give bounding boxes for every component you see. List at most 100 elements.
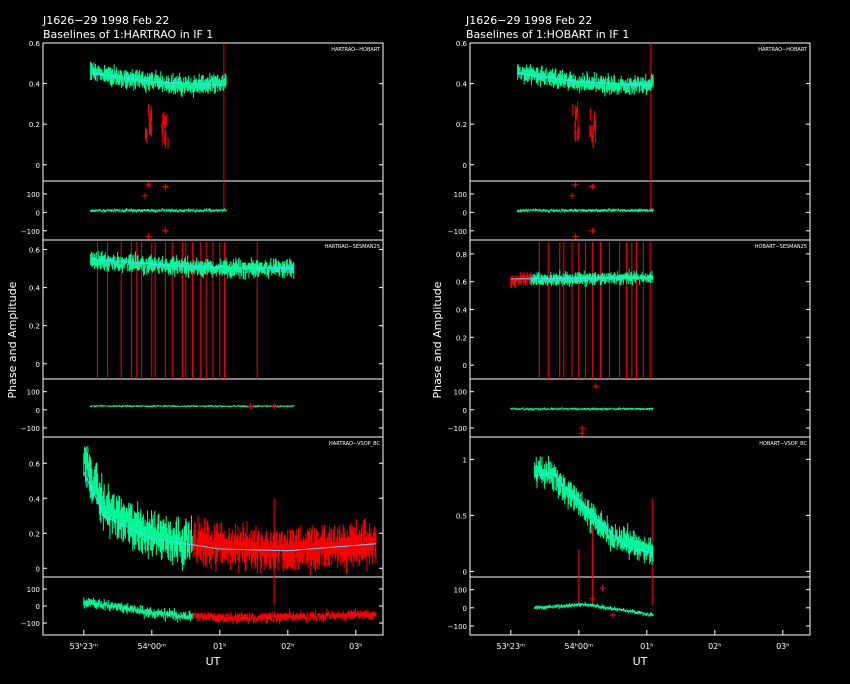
phase-outlier [579,424,586,431]
phase-ytick-label: −100 [448,425,467,433]
x-tick-label: 02ʰ [281,642,294,651]
phase-outlier [162,227,169,234]
phase-ytick-label: 0 [36,209,40,217]
x-tick-label: 02ʰ [708,642,721,651]
phase-ytick-label: −100 [448,228,467,236]
amp-ytick-label: 0 [36,565,40,573]
baseline-2: HARTRAO−SESMAN25 0 0.2 0.4 0.6 −100 0 100 [21,239,383,433]
phase-ytick-label: 100 [27,586,40,594]
phase-outlier [572,233,579,240]
phase-outlier [145,233,152,240]
amp-ytick-label: 0.8 [456,251,467,259]
amp-ytick-label: 0.6 [29,460,41,468]
baseline-1: HARTRAO−HOBART 0 0.2 0.4 0.6 −100 0 100 [21,40,383,240]
amp-ytick-label: 1 [463,456,467,464]
amp-model-curve [510,277,653,280]
amp-ytick-label: 0.2 [456,334,467,342]
baseline-label: HARTRAO−SESMAN25 [325,244,380,250]
plot-frame [42,42,384,636]
amp-ytick-label: 0.2 [29,530,40,538]
baseline-label: HOBART−VSOP_BC [759,441,807,447]
amp-ytick-label: 0.6 [456,40,468,48]
baseline-label: HARTRAO−HOBART [758,47,808,53]
amp-ytick-label: 0 [36,162,40,170]
baseline-2: HOBART−SESMAN25 0 0.2 0.4 0.6 0.8 −100 0 100 [448,239,810,437]
phase-outlier [142,192,148,199]
amp-ytick-label: 0.4 [456,307,468,315]
phase-outlier [569,192,575,199]
phase-outlier [247,403,254,410]
phase-outlier [572,181,579,188]
amp-ytick-label: 0 [463,362,467,370]
x-tick-label: 03ʰ [349,642,362,651]
phase-ytick-label: 100 [27,191,40,199]
x-tick-label: 53ʰ23ᵐ [497,642,526,651]
phase-ytick-label: −100 [21,620,40,628]
phase-outlier [145,181,152,188]
phase-ytick-label: 100 [27,389,40,397]
x-axis-label: UT [633,655,648,668]
amp-ytick-label: 0.6 [29,247,41,255]
phase-ytick-label: 0 [463,209,467,217]
amp-model-curve [517,72,653,87]
x-tick-label: 53ʰ23ᵐ [70,642,99,651]
amp-ytick-label: 0 [463,162,467,170]
x-tick-label: 03ʰ [776,642,789,651]
phase-ytick-label: −100 [448,623,467,631]
amp-ytick-label: 0.4 [29,81,41,89]
plot-frame [469,42,811,636]
chart-title: J1626−29 1998 Feb 22 [42,14,169,27]
chart-subtitle: Baselines of 1:HARTRAO in IF 1 [43,28,213,41]
amp-model-curve [90,258,294,270]
phase-ytick-label: −100 [21,228,40,236]
amp-ytick-label: 0.6 [29,40,41,48]
phase-outlier [579,430,586,437]
y-axis-label: Phase and Amplitude [431,281,444,398]
amp-ytick-label: 0.4 [29,495,41,503]
x-tick-label: 54ʰ00ᵐ [138,642,167,651]
x-tick-label: 01ʰ [640,642,653,651]
baseline-1: HARTRAO−HOBART 0 0.2 0.4 0.6 −100 0 100 [448,40,810,240]
amp-ytick-label: 0.2 [29,121,40,129]
phase-outlier [589,227,596,234]
amp-ytick-label: 0.2 [29,323,40,331]
phase-outlier [589,595,596,602]
phase-outlier [609,612,616,619]
amp-ytick-label: 0 [36,361,40,369]
baseline-3: HARTRAO−VSOP_BC 0 0.2 0.4 0.6 −100 0 100 [21,436,383,628]
phase-ytick-label: 100 [454,191,467,199]
phase-ytick-label: 0 [463,605,467,613]
amp-ytick-label: 0 [463,568,467,576]
phase-ytick-label: 100 [454,389,467,397]
x-axis-label: UT [206,655,221,668]
amp-ytick-label: 0.5 [456,512,467,520]
baseline-label: HOBART−SESMAN25 [755,244,807,250]
phase-outlier [592,383,599,390]
chart-title: J1626−29 1998 Feb 22 [465,14,592,27]
phase-ytick-label: 0 [36,603,40,611]
amp-ytick-label: 0.2 [456,121,467,129]
phase-outlier [271,403,278,410]
amp-model-curve [534,472,654,554]
phase-outlier [589,183,596,190]
baseline-3: HOBART−VSOP_BC 0 0.5 1 −100 0 100 [448,436,810,631]
amp-ytick-label: 0.4 [29,285,41,293]
x-tick-label: 01ʰ [213,642,226,651]
baseline-label: HARTRAO−HOBART [331,47,381,53]
phase-ytick-label: 0 [463,407,467,415]
x-tick-label: 54ʰ00ᵐ [565,642,594,651]
amp-ytick-label: 0.6 [456,279,468,287]
y-axis-label: Phase and Amplitude [6,281,19,398]
amp-ytick-label: 0.4 [456,81,468,89]
phase-ytick-label: 100 [454,587,467,595]
phase-ytick-label: −100 [21,425,40,433]
amp-model-curve [83,471,377,552]
amp-model-curve [90,72,226,87]
baseline-label: HARTRAO−VSOP_BC [329,441,380,447]
phase-ytick-label: 0 [36,407,40,415]
chart-subtitle: Baselines of 1:HOBART in IF 1 [466,28,629,41]
phase-outlier [162,183,169,190]
